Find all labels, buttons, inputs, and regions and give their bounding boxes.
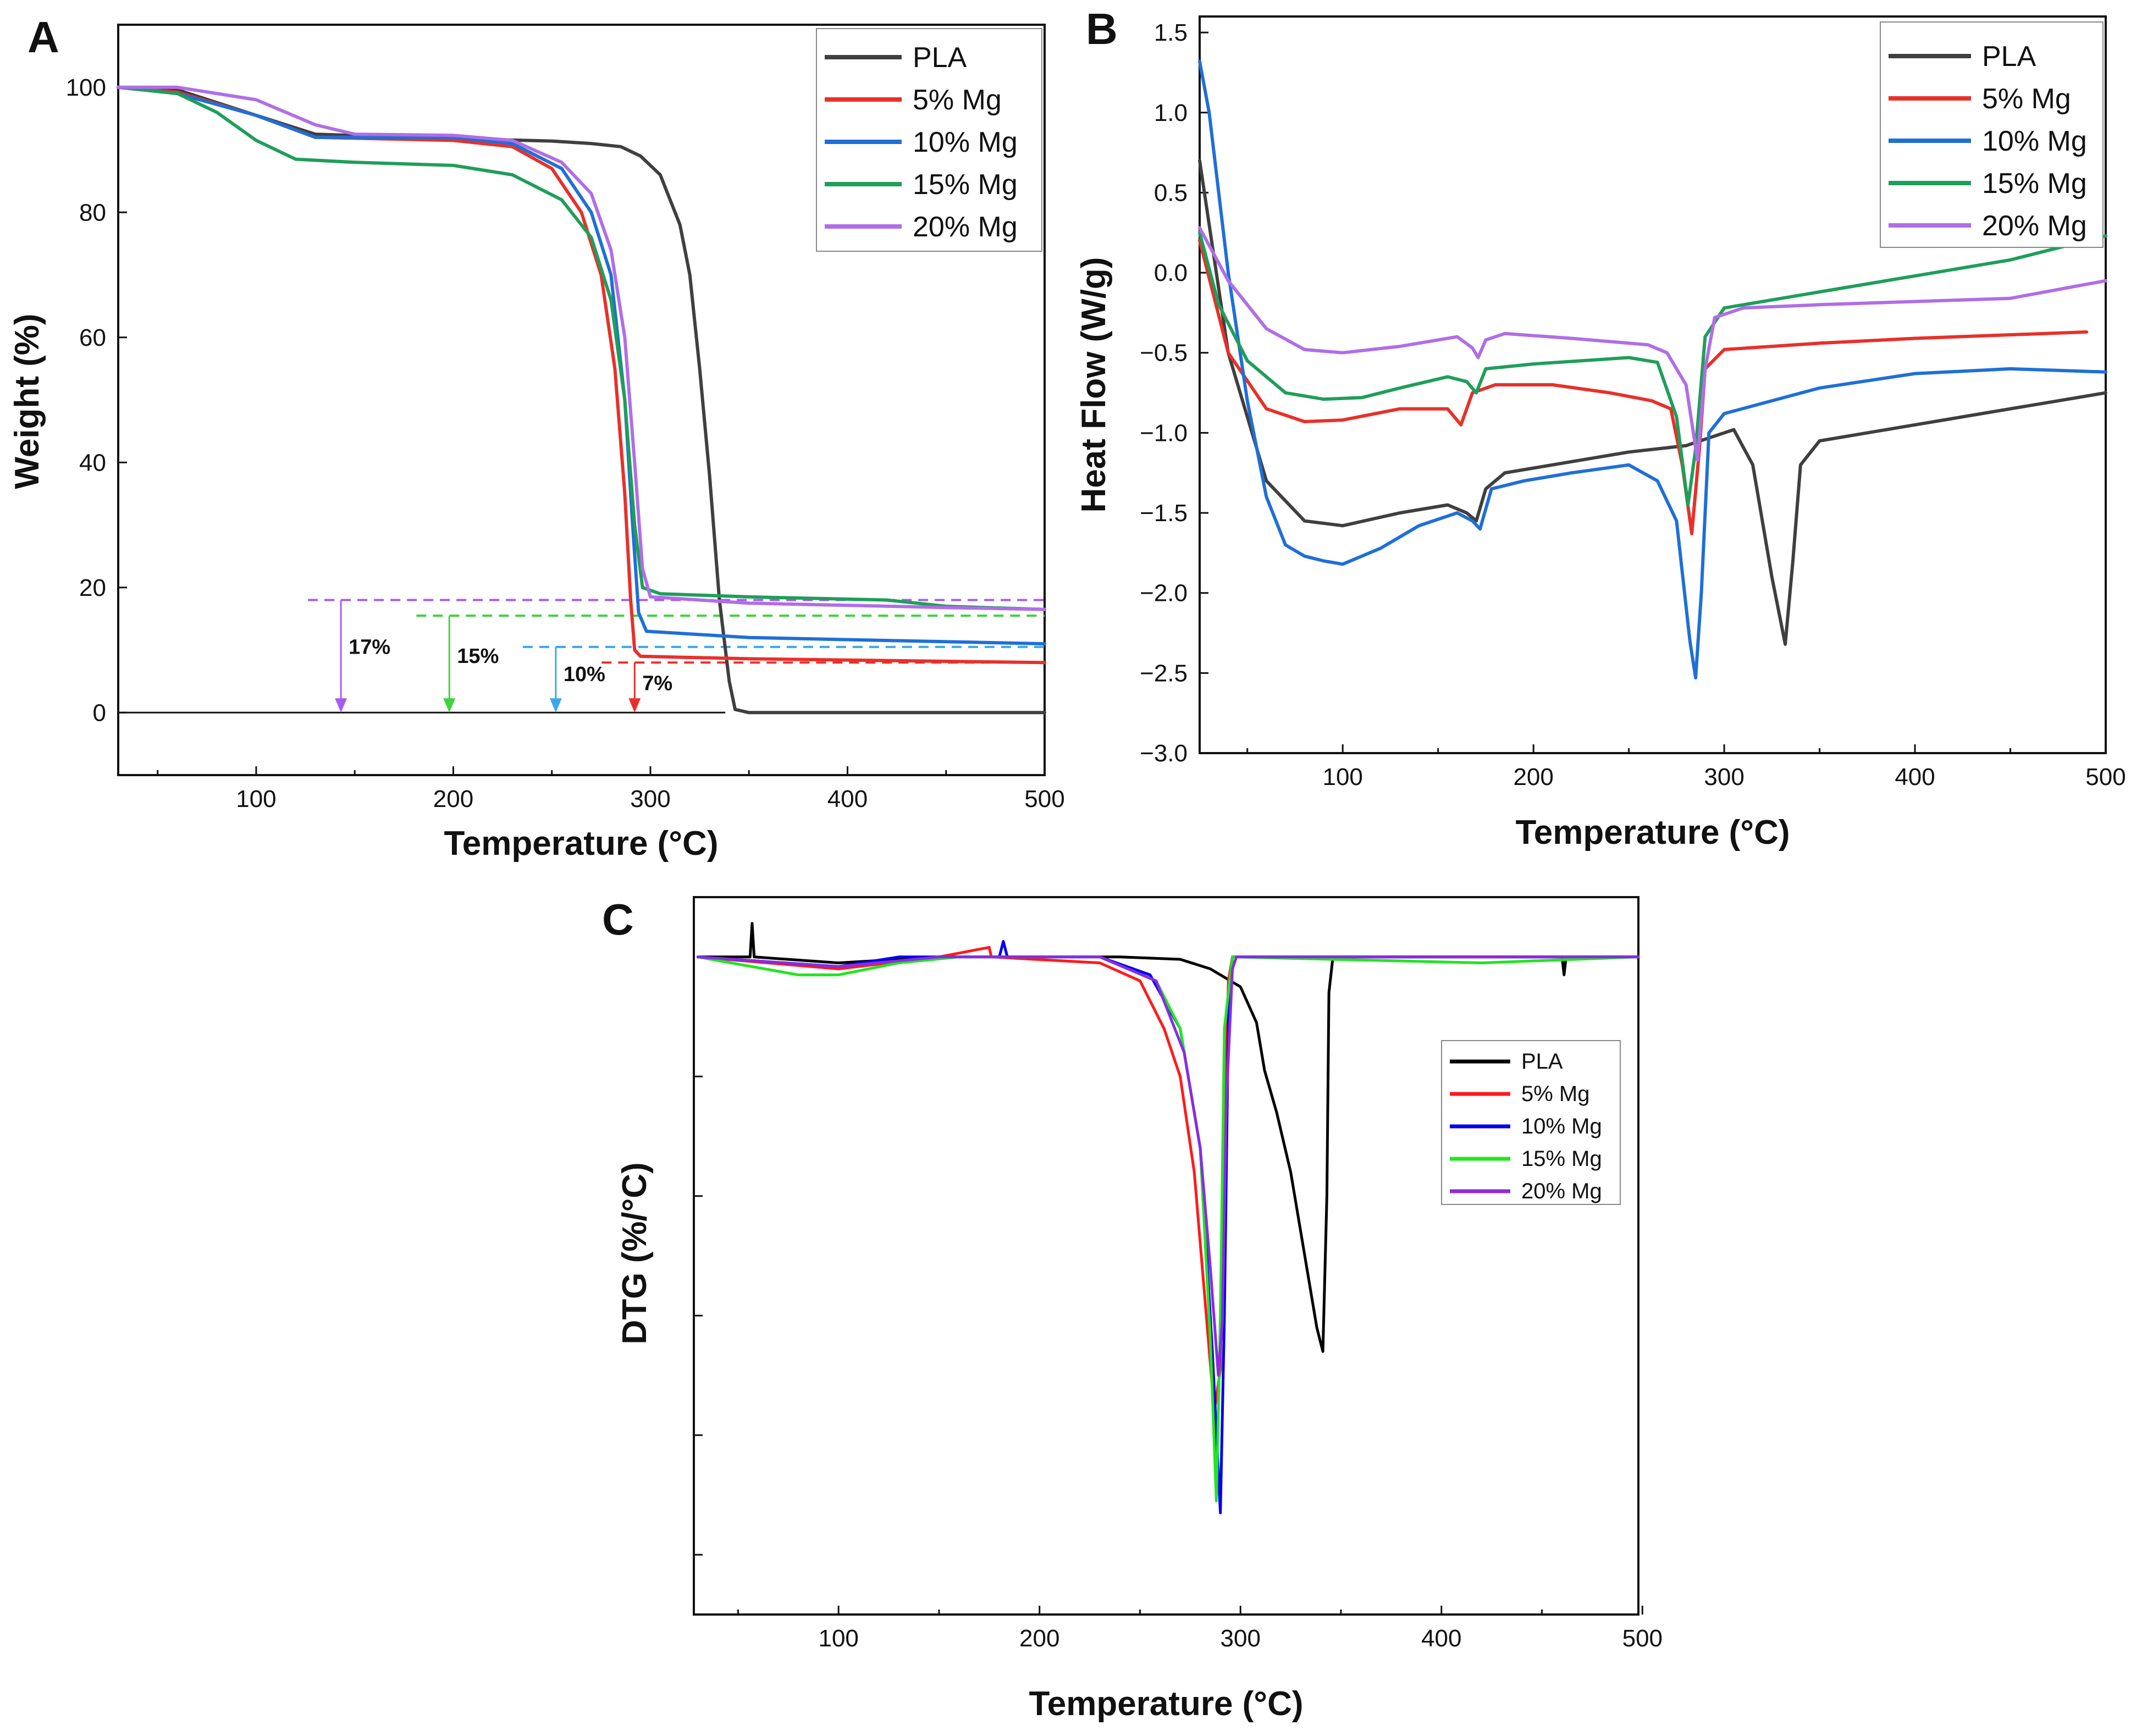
panel-label: B bbox=[1086, 4, 1118, 53]
x-tick-label: 500 bbox=[1024, 786, 1064, 812]
panel-b: B 100 200 300 400 500 −3.0 −2.5 −2.0 −1.5 −1.0 −0.5… bbox=[1075, 4, 2126, 852]
series-line bbox=[1198, 59, 2107, 680]
series-line bbox=[1198, 239, 2089, 535]
legend-label: 5% Mg bbox=[913, 84, 1002, 116]
plot-frame bbox=[117, 24, 1046, 776]
legend-label: 20% Mg bbox=[1982, 210, 2087, 242]
y-tick-label: 20 bbox=[79, 574, 106, 601]
x-tick-label: 400 bbox=[827, 786, 868, 812]
legend-label: 10% Mg bbox=[1982, 125, 2087, 157]
y-tick-label: −1.5 bbox=[1140, 500, 1188, 527]
x-tick-label: 500 bbox=[2085, 764, 2126, 790]
legend-label: 20% Mg bbox=[913, 211, 1018, 243]
y-tick-label: 80 bbox=[79, 199, 106, 226]
x-tick-label: 300 bbox=[1704, 764, 1744, 790]
y-tick-label: −1.0 bbox=[1140, 419, 1188, 446]
mass-loss-label: 7% bbox=[642, 672, 672, 695]
legend-label: 20% Mg bbox=[1521, 1179, 1602, 1203]
panel-a: A 100 200 300 400 500 0 20 40 60 80 100 Temperature … bbox=[8, 13, 1065, 863]
legend-box bbox=[1441, 1040, 1621, 1205]
y-axis-title: DTG (%/°C) bbox=[616, 1162, 654, 1344]
legend-label: PLA bbox=[1521, 1049, 1563, 1074]
x-axis-title: Temperature (°C) bbox=[444, 825, 718, 863]
y-tick-label: −0.5 bbox=[1140, 340, 1188, 367]
y-tick-label: 0 bbox=[93, 699, 106, 726]
y-tick-label: 40 bbox=[79, 449, 106, 476]
y-tick-label: −2.0 bbox=[1140, 580, 1188, 607]
plot-frame bbox=[1199, 15, 2107, 754]
x-tick-label: 200 bbox=[1513, 764, 1553, 790]
series-line bbox=[117, 85, 1046, 646]
plot-frame bbox=[693, 896, 1639, 1616]
mass-loss-label: 10% bbox=[564, 663, 605, 686]
series-line bbox=[696, 946, 1640, 1413]
mass-loss-label: 15% bbox=[457, 645, 499, 668]
y-tick-label: 0.0 bbox=[1154, 259, 1188, 286]
x-tick-label: 200 bbox=[1019, 1625, 1059, 1652]
legend-label: 10% Mg bbox=[913, 126, 1018, 158]
y-tick-label: −3.0 bbox=[1140, 740, 1188, 767]
drop-arrowhead bbox=[549, 698, 562, 713]
x-tick-label: 100 bbox=[1322, 764, 1362, 790]
y-axis-title: Weight (%) bbox=[8, 313, 46, 489]
series-line bbox=[696, 955, 1640, 1377]
panel-label: A bbox=[27, 13, 59, 62]
legend-label: 15% Mg bbox=[1982, 168, 2087, 200]
drop-arrowhead bbox=[628, 698, 641, 713]
x-tick-label: 100 bbox=[236, 786, 276, 812]
series-line bbox=[117, 85, 1046, 715]
series-line bbox=[117, 85, 1046, 611]
y-tick-label: 100 bbox=[66, 74, 106, 101]
drop-arrowhead bbox=[335, 698, 347, 713]
x-tick-label: 300 bbox=[630, 786, 670, 812]
legend-label: 5% Mg bbox=[1521, 1082, 1590, 1106]
x-tick-label: 300 bbox=[1221, 1625, 1261, 1652]
drop-arrowhead bbox=[443, 698, 456, 713]
panel-c: C 100 200 300 400 500 Temperature (°C) DTG (%/°… bbox=[602, 895, 1663, 1723]
x-tick-label: 400 bbox=[1421, 1625, 1461, 1652]
y-tick-label: −2.5 bbox=[1140, 660, 1188, 687]
x-tick-label: 500 bbox=[1622, 1625, 1663, 1652]
x-axis-title: Temperature (°C) bbox=[1515, 814, 1790, 852]
legend-label: 10% Mg bbox=[1521, 1114, 1602, 1138]
x-tick-label: 200 bbox=[433, 786, 473, 812]
series-line bbox=[1198, 226, 2107, 462]
panel-label: C bbox=[602, 895, 634, 944]
y-tick-label: 0.5 bbox=[1154, 179, 1188, 206]
y-tick-label: 1.0 bbox=[1154, 99, 1188, 126]
series-line bbox=[1198, 231, 2107, 507]
x-tick-label: 400 bbox=[1895, 764, 1935, 790]
y-tick-label: 60 bbox=[79, 324, 106, 351]
mass-loss-label: 17% bbox=[349, 635, 390, 659]
series-line bbox=[117, 85, 1046, 611]
series-line bbox=[696, 940, 1640, 1514]
legend-label: PLA bbox=[1982, 41, 2036, 73]
legend-label: 15% Mg bbox=[913, 169, 1018, 201]
x-tick-label: 100 bbox=[818, 1625, 858, 1652]
y-tick-label: 1.5 bbox=[1154, 19, 1188, 46]
legend-label: 5% Mg bbox=[1982, 83, 2071, 115]
x-axis-title: Temperature (°C) bbox=[1029, 1685, 1303, 1723]
y-axis-title: Heat Flow (W/g) bbox=[1075, 257, 1113, 513]
legend-label: PLA bbox=[913, 42, 967, 74]
series-line bbox=[1198, 159, 2107, 646]
legend-box bbox=[1880, 21, 2104, 248]
legend-label: 15% Mg bbox=[1521, 1147, 1602, 1171]
